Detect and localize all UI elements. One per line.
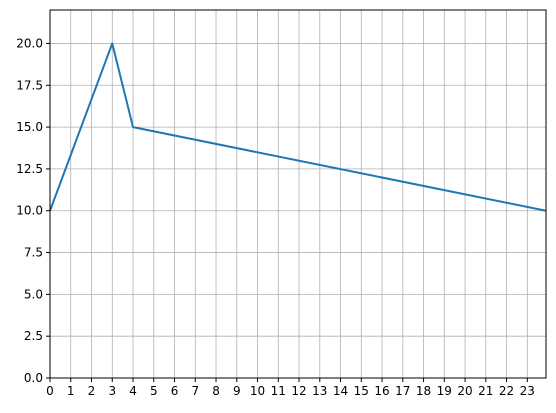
x-tick-label: 15 <box>354 384 369 398</box>
x-tick-label: 2 <box>88 384 96 398</box>
y-tick-label: 15.0 <box>16 120 43 134</box>
y-tick-label: 12.5 <box>16 162 43 176</box>
y-tick-label: 0.0 <box>24 371 43 385</box>
x-tick-label: 3 <box>108 384 116 398</box>
x-tick-label: 6 <box>171 384 179 398</box>
series-layer <box>49 42 547 212</box>
x-axis: 0 1 2 3 4 5 6 7 8 9 10 11 12 13 14 15 16 17 18 19 20 21 22 23 <box>46 378 535 398</box>
x-tick-label: 23 <box>520 384 535 398</box>
x-tick-label: 14 <box>333 384 348 398</box>
x-tick-label: 21 <box>478 384 493 398</box>
x-tick-label: 16 <box>374 384 389 398</box>
x-tick-label: 9 <box>233 384 241 398</box>
x-tick-label: 0 <box>46 384 54 398</box>
x-tick-label: 20 <box>457 384 472 398</box>
x-tick-label: 7 <box>191 384 199 398</box>
y-tick-label: 5.0 <box>24 287 43 301</box>
axes-frame <box>49 9 547 379</box>
x-tick-label: 22 <box>499 384 514 398</box>
x-tick-label: 18 <box>416 384 431 398</box>
y-tick-label: 10.0 <box>16 204 43 218</box>
grid <box>49 10 546 379</box>
x-tick-label: 11 <box>271 384 286 398</box>
series-line <box>49 42 547 212</box>
x-tick-label: 10 <box>250 384 265 398</box>
x-tick-label: 8 <box>212 384 220 398</box>
x-tick-label: 4 <box>129 384 137 398</box>
y-tick-label: 7.5 <box>24 246 43 260</box>
x-tick-label: 13 <box>312 384 327 398</box>
y-tick-label: 20.0 <box>16 36 43 50</box>
y-tick-label: 2.5 <box>24 329 43 343</box>
x-tick-label: 1 <box>67 384 75 398</box>
x-tick-label: 5 <box>150 384 158 398</box>
x-tick-label: 17 <box>395 384 410 398</box>
y-axis: 0.0 2.5 5.0 7.5 10.0 12.5 15.0 17.5 20.0 <box>16 36 50 385</box>
x-tick-label: 12 <box>291 384 306 398</box>
x-tick-label: 19 <box>437 384 452 398</box>
y-tick-label: 17.5 <box>16 78 43 92</box>
